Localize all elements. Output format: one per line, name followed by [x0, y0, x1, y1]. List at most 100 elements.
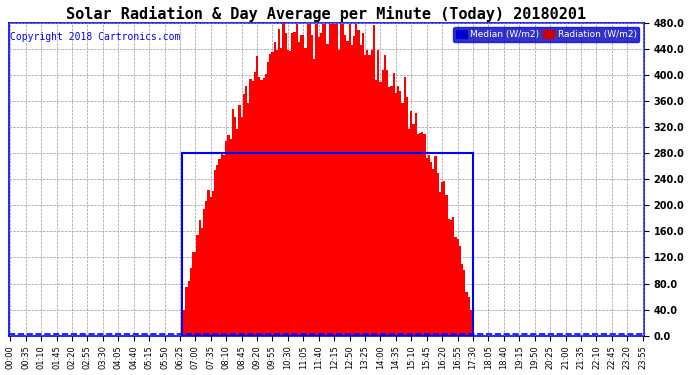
Bar — [428, 155, 430, 336]
Bar — [280, 48, 282, 336]
Bar — [205, 201, 208, 336]
Bar — [208, 190, 210, 336]
Bar — [441, 182, 443, 336]
Bar — [317, 38, 320, 336]
Bar — [417, 134, 419, 336]
Bar — [454, 237, 457, 336]
Bar — [304, 48, 306, 336]
Bar — [362, 33, 364, 336]
Bar — [437, 173, 439, 336]
Bar — [439, 192, 441, 336]
Bar — [243, 94, 245, 336]
Bar — [408, 129, 411, 336]
Bar — [357, 30, 359, 336]
Bar — [238, 105, 241, 336]
Bar — [402, 103, 404, 336]
Bar — [295, 24, 298, 336]
Bar — [256, 56, 258, 336]
Bar — [188, 281, 190, 336]
Bar — [309, 24, 311, 336]
Bar — [391, 86, 393, 336]
Bar — [265, 74, 267, 336]
Bar — [254, 72, 256, 336]
Bar — [230, 139, 232, 336]
Bar — [225, 141, 227, 336]
Bar — [324, 24, 326, 336]
Bar — [419, 132, 422, 336]
Bar — [282, 8, 284, 336]
Bar — [269, 54, 271, 336]
Bar — [353, 36, 355, 336]
Bar — [373, 25, 375, 336]
Bar — [400, 92, 402, 336]
Bar — [203, 210, 205, 336]
Bar — [388, 87, 391, 336]
Bar — [252, 81, 254, 336]
Bar — [328, 24, 331, 336]
Bar — [221, 152, 223, 336]
Bar — [446, 195, 448, 336]
Bar — [195, 252, 197, 336]
Bar — [300, 35, 302, 336]
Bar — [219, 159, 221, 336]
Bar — [276, 50, 278, 336]
Title: Solar Radiation & Day Average per Minute (Today) 20180201: Solar Radiation & Day Average per Minute… — [66, 6, 586, 21]
Bar — [452, 217, 454, 336]
Bar — [430, 162, 432, 336]
Bar — [397, 86, 400, 336]
Bar — [311, 36, 313, 336]
Bar — [263, 78, 265, 336]
Bar — [344, 35, 346, 336]
Bar — [284, 33, 287, 336]
Bar — [366, 50, 368, 336]
Bar — [302, 35, 304, 336]
Bar — [393, 73, 395, 336]
Bar — [249, 79, 252, 336]
Bar — [234, 117, 236, 336]
Bar — [201, 228, 203, 336]
Bar — [413, 124, 415, 336]
Bar — [232, 109, 234, 336]
Bar — [190, 268, 192, 336]
Bar — [432, 169, 435, 336]
Bar — [424, 134, 426, 336]
Bar — [348, 24, 351, 336]
Bar — [223, 155, 225, 336]
Bar — [184, 310, 186, 336]
Bar — [448, 219, 450, 336]
Bar — [384, 55, 386, 336]
Bar — [210, 197, 212, 336]
Bar — [415, 113, 417, 336]
Bar — [260, 80, 263, 336]
Bar — [359, 45, 362, 336]
Bar — [186, 287, 188, 336]
Bar — [320, 33, 322, 336]
Bar — [322, 24, 324, 336]
Bar — [457, 239, 459, 336]
Bar — [395, 93, 397, 336]
Bar — [339, 24, 342, 336]
Bar — [342, 24, 344, 336]
Bar — [364, 54, 366, 336]
Bar — [463, 270, 465, 336]
Bar — [333, 24, 335, 336]
Bar — [355, 24, 357, 336]
Bar — [470, 310, 472, 336]
Bar — [435, 156, 437, 336]
Bar — [227, 135, 230, 336]
Bar — [182, 153, 473, 336]
Bar — [377, 51, 380, 336]
Bar — [315, 24, 317, 336]
Bar — [331, 24, 333, 336]
Bar — [289, 51, 291, 336]
Bar — [274, 42, 276, 336]
Bar — [351, 45, 353, 336]
Bar — [236, 129, 238, 336]
Bar — [313, 58, 315, 336]
Bar — [326, 45, 328, 336]
Bar — [247, 103, 249, 336]
Bar — [293, 32, 295, 336]
Bar — [459, 246, 461, 336]
Bar — [197, 235, 199, 336]
Bar — [216, 165, 219, 336]
